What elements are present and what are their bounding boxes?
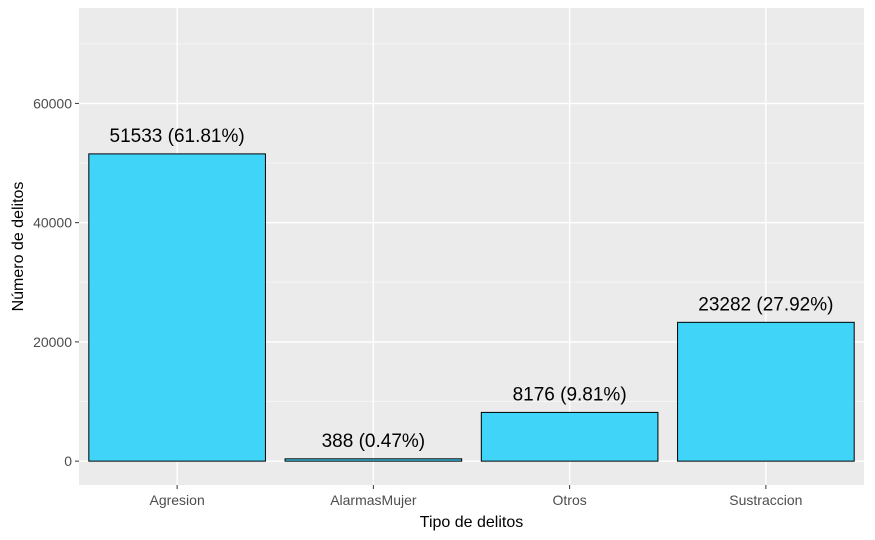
x-tick-label: Agresion (149, 492, 204, 508)
y-axis-title: Número de delitos (10, 182, 27, 312)
data-label: 388 (0.47%) (322, 431, 426, 452)
x-tick-label: Otros (553, 492, 587, 508)
x-tick-label: Sustraccion (729, 492, 802, 508)
bar-agresion (88, 153, 266, 462)
data-label: 8176 (9.81%) (513, 384, 627, 405)
data-label: 23282 (27.92%) (698, 294, 833, 315)
x-axis-title: Tipo de delitos (420, 514, 523, 531)
y-tick-label: 0 (64, 453, 72, 469)
y-tick-label: 60000 (33, 95, 72, 111)
x-tick-label: AlarmasMujer (330, 492, 417, 508)
bar-alarmasmujer (284, 458, 463, 462)
y-tick-label: 20000 (33, 334, 72, 350)
bars (88, 153, 855, 462)
data-labels: 51533 (61.81%) 388 (0.47%) 8176 (9.81%) 232… (110, 126, 834, 452)
bar-sustraccion (677, 321, 855, 462)
x-axis: Agresion AlarmasMujer Otros Sustraccion (149, 485, 802, 508)
bar-otros (480, 411, 659, 462)
data-label: 51533 (61.81%) (110, 126, 245, 147)
y-axis: 0 20000 40000 60000 (33, 95, 79, 469)
y-tick-label: 40000 (33, 215, 72, 231)
